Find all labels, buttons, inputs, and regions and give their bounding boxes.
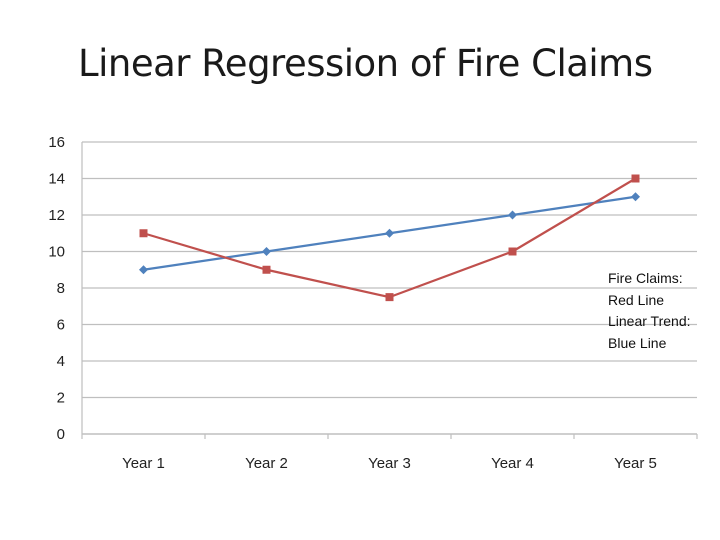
x-tick-label-4: Year 4: [491, 455, 534, 472]
data-point-s2-5: [631, 174, 640, 183]
legend-note-line-2: Red Line: [608, 291, 665, 308]
data-point-s1-2: [262, 247, 271, 256]
data-point-s2-3: [385, 293, 394, 302]
y-tick-label-10: 10: [48, 244, 65, 261]
data-point-s2-4: [508, 247, 517, 256]
x-axis-tick-labels: Year 1 Year 2 Year 3 Year 4 Year 5: [122, 455, 657, 472]
x-tick-label-3: Year 3: [368, 455, 411, 472]
y-tick-label-8: 8: [57, 280, 65, 297]
legend-note-line-1: Fire Claims:: [608, 270, 683, 286]
legend-note-line-3: Linear Trend:: [608, 313, 691, 329]
x-tick-label-5: Year 5: [614, 455, 657, 472]
legend-note: Fire Claims: Red Line Linear Trend: Blue…: [608, 268, 691, 354]
data-point-s2-2: [262, 265, 271, 274]
x-tick-label-1: Year 1: [122, 455, 165, 472]
y-tick-label-14: 14: [48, 171, 65, 188]
y-tick-label-6: 6: [57, 317, 65, 334]
series-line-2: [143, 177, 637, 299]
data-point-s2-1: [139, 229, 148, 238]
y-tick-label-0: 0: [57, 426, 65, 443]
data-point-s1-5: [631, 192, 640, 202]
y-tick-label-4: 4: [57, 353, 65, 370]
series-lines: [139, 174, 640, 302]
gridlines: [82, 141, 697, 399]
data-point-s1-4: [508, 210, 517, 220]
data-point-s1-1: [139, 265, 148, 275]
y-axis-tick-labels: 0 2 4 6 8 10 12 14 16: [48, 134, 65, 443]
data-point-s1-3: [385, 228, 394, 238]
axes: [81, 142, 698, 439]
x-tick-label-2: Year 2: [245, 455, 288, 472]
slide-title: Linear Regression of Fire Claims: [78, 42, 653, 85]
legend-note-line-4: Blue Line: [608, 334, 667, 351]
y-tick-label-16: 16: [48, 134, 65, 151]
y-tick-label-12: 12: [48, 207, 65, 224]
y-tick-label-2: 2: [57, 390, 65, 407]
